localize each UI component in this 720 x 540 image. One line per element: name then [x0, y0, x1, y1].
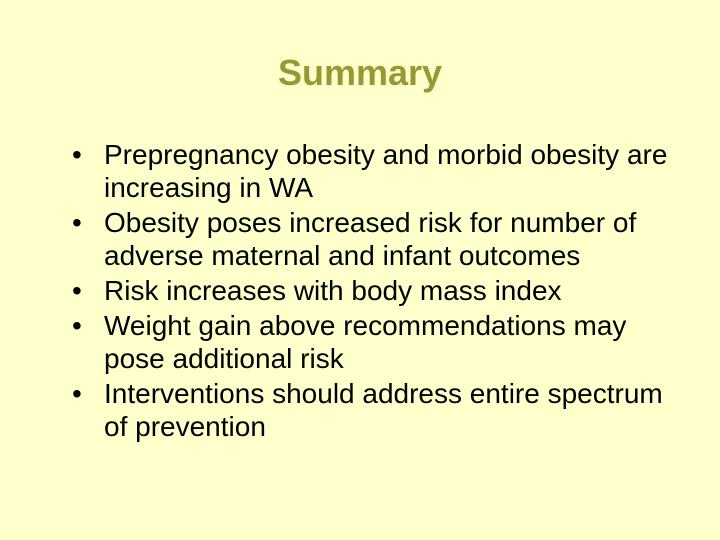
slide-title: Summary: [48, 52, 672, 94]
list-item: Risk increases with body mass index: [72, 274, 672, 307]
list-item: Prepregnancy obesity and morbid obesity …: [72, 138, 672, 204]
list-item: Interventions should address entire spec…: [72, 377, 672, 443]
list-item: Weight gain above recommendations may po…: [72, 309, 672, 375]
list-item: Obesity poses increased risk for number …: [72, 206, 672, 272]
bullet-list: Prepregnancy obesity and morbid obesity …: [48, 138, 672, 443]
